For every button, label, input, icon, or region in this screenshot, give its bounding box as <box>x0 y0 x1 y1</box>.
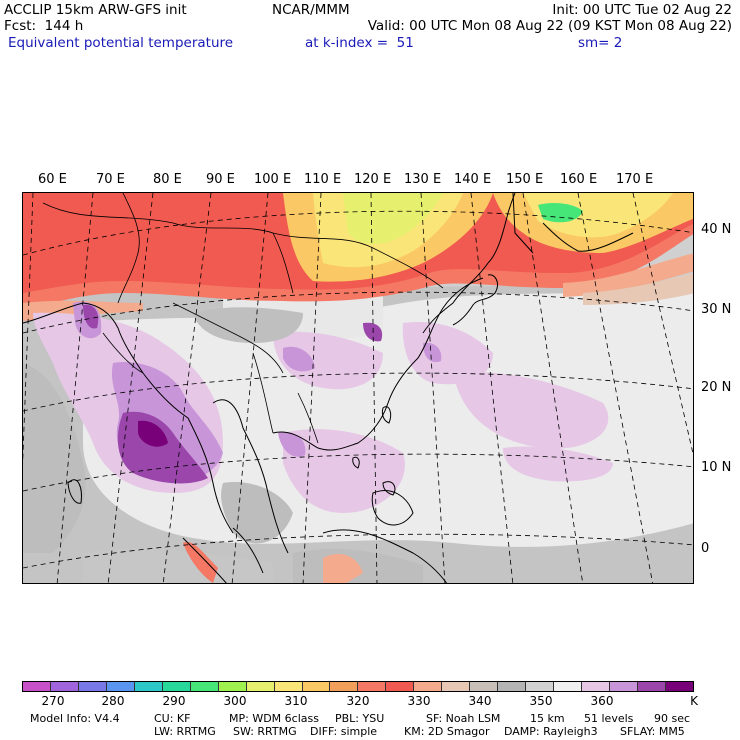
field-name: Equivalent potential temperature <box>8 35 234 51</box>
colorbar-segment-4 <box>134 682 163 691</box>
colorbar <box>22 681 694 692</box>
colorbar-segment-13 <box>386 682 415 691</box>
info-pbl: PBL: YSU <box>335 712 385 725</box>
level-label: at k-index = 51 <box>305 35 414 51</box>
colorbar-segment-17 <box>498 682 527 691</box>
lon-label-140e: 140 E <box>454 172 492 187</box>
valid-time: Valid: 00 UTC Mon 08 Aug 22 (09 KST Mon … <box>367 18 732 34</box>
lon-label-60e: 60 E <box>38 172 67 187</box>
info-diffusion: DIFF: simple <box>310 725 378 738</box>
colorbar-segment-20 <box>582 682 611 691</box>
colorbar-segment-7 <box>218 682 247 691</box>
colorbar-segment-1 <box>50 682 79 691</box>
colorbar-unit: K <box>690 694 698 708</box>
colorbar-segment-19 <box>554 682 583 691</box>
info-km: KM: 2D Smagor <box>404 725 490 738</box>
info-resolution: 15 km <box>530 712 565 725</box>
colorbar-segment-15 <box>442 682 471 691</box>
model-title: ACCLIP 15km ARW-GFS init <box>4 2 187 18</box>
colorbar-segment-11 <box>330 682 359 691</box>
lon-label-150e: 150 E <box>506 172 544 187</box>
info-version: Model Info: V4.4 <box>30 712 120 725</box>
info-microphysics: MP: WDM 6class <box>229 712 319 725</box>
colorbar-tick-340: 340 <box>468 694 492 708</box>
colorbar-segment-2 <box>78 682 107 691</box>
lon-label-110e: 110 E <box>304 172 342 187</box>
colorbar-tick-270: 270 <box>41 694 65 708</box>
lat-label-0: 0 <box>701 541 710 556</box>
lat-label-20n: 20 N <box>701 380 732 395</box>
theta-e-field <box>23 193 693 583</box>
lon-label-100e: 100 E <box>254 172 292 187</box>
colorbar-segment-0 <box>23 682 51 691</box>
lon-label-170e: 170 E <box>616 172 654 187</box>
colorbar-tick-350: 350 <box>529 694 553 708</box>
info-levels: 51 levels <box>584 712 634 725</box>
colorbar-segment-12 <box>358 682 387 691</box>
lon-label-160e: 160 E <box>560 172 598 187</box>
organization: NCAR/MMM <box>272 2 350 18</box>
colorbar-tick-330: 330 <box>407 694 431 708</box>
info-shortwave: SW: RRTMG <box>233 725 297 738</box>
colorbar-tick-300: 300 <box>223 694 247 708</box>
colorbar-segment-23 <box>665 682 693 691</box>
lat-label-40n: 40 N <box>701 222 732 237</box>
forecast-hour: Fcst: 144 h <box>4 18 84 34</box>
colorbar-segment-22 <box>637 682 666 691</box>
lon-label-130e: 130 E <box>404 172 442 187</box>
info-cumulus: CU: KF <box>154 712 191 725</box>
colorbar-segment-9 <box>274 682 303 691</box>
colorbar-segment-6 <box>190 682 219 691</box>
colorbar-tick-320: 320 <box>346 694 370 708</box>
lon-label-80e: 80 E <box>153 172 182 187</box>
lat-label-10n: 10 N <box>701 460 732 475</box>
colorbar-tick-290: 290 <box>162 694 186 708</box>
init-time: Init: 00 UTC Tue 02 Aug 22 <box>552 2 732 18</box>
lon-label-90e: 90 E <box>206 172 235 187</box>
colorbar-segment-16 <box>470 682 499 691</box>
colorbar-tick-360: 360 <box>590 694 614 708</box>
info-timestep: 90 sec <box>654 712 691 725</box>
lat-label-30n: 30 N <box>701 302 732 317</box>
colorbar-segment-18 <box>526 682 555 691</box>
colorbar-tick-280: 280 <box>101 694 125 708</box>
colorbar-segment-21 <box>610 682 638 691</box>
info-sflay: SFLAY: MM5 <box>620 725 685 738</box>
smoothing-label: sm= 2 <box>578 35 623 51</box>
info-longwave: LW: RRTMG <box>154 725 216 738</box>
colorbar-segment-3 <box>106 682 135 691</box>
colorbar-segment-10 <box>302 682 331 691</box>
colorbar-tick-310: 310 <box>284 694 308 708</box>
colorbar-segment-8 <box>246 682 275 691</box>
lon-label-70e: 70 E <box>96 172 125 187</box>
colorbar-segment-14 <box>414 682 443 691</box>
colorbar-segment-5 <box>162 682 191 691</box>
lon-label-120e: 120 E <box>354 172 392 187</box>
info-surface: SF: Noah LSM <box>426 712 501 725</box>
info-damping: DAMP: Rayleigh3 <box>504 725 598 738</box>
map-panel <box>22 192 694 584</box>
